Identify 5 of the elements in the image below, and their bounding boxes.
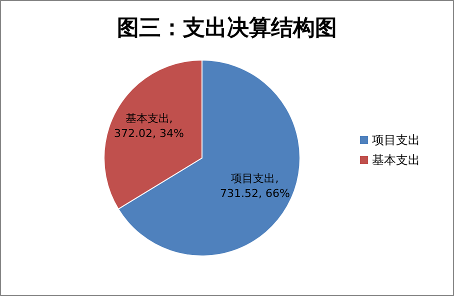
- chart-title: 图三：支出决算结构图: [117, 16, 337, 41]
- data-label: 基本支出, 372.02, 34%: [114, 112, 184, 140]
- legend-label: 基本支出: [372, 153, 420, 167]
- legend-label: 项目支出: [372, 133, 420, 147]
- data-label: 项目支出, 731.52, 66%: [220, 172, 290, 200]
